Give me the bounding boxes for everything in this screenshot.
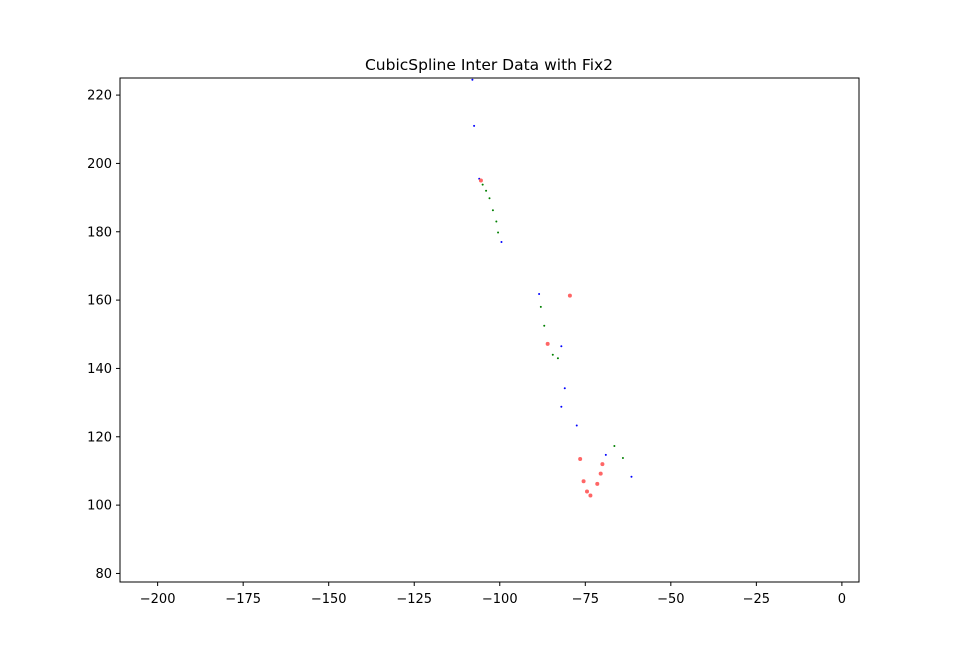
data-point (588, 493, 593, 498)
data-point (630, 475, 633, 478)
x-tick-label: −25 (743, 592, 770, 607)
data-point (551, 353, 554, 356)
data-point (585, 489, 590, 494)
y-tick-label: 100 (87, 499, 112, 514)
x-tick-label: −200 (140, 592, 176, 607)
chart-title: CubicSpline Inter Data with Fix2 (365, 56, 613, 74)
data-point (556, 357, 559, 360)
data-point (560, 345, 563, 348)
data-point (500, 241, 503, 244)
data-point (563, 387, 566, 390)
x-tick-label: −150 (311, 592, 347, 607)
x-tick-label: −175 (225, 592, 261, 607)
data-point (491, 209, 494, 212)
data-point (495, 220, 498, 223)
data-point (473, 124, 476, 127)
x-tick-label: −75 (572, 592, 599, 607)
x-tick-label: −50 (657, 592, 684, 607)
data-point (598, 471, 603, 476)
plot-frame (119, 77, 860, 583)
y-tick-label: 120 (87, 430, 112, 445)
data-point (485, 189, 488, 192)
data-point (567, 293, 572, 298)
data-point (545, 341, 550, 346)
y-tick-label: 160 (87, 294, 112, 309)
data-point (575, 424, 578, 427)
y-tick-label: 180 (87, 225, 112, 240)
data-point (488, 197, 491, 200)
data-point (481, 183, 484, 186)
data-point (578, 456, 583, 461)
data-point (621, 456, 624, 459)
data-points (471, 78, 633, 498)
data-point (595, 481, 600, 486)
data-point (613, 445, 616, 448)
data-point (600, 462, 605, 467)
data-point (560, 405, 563, 408)
data-point (581, 479, 586, 484)
y-tick-label: 140 (87, 362, 112, 377)
data-point (604, 453, 607, 456)
y-tick-label: 220 (87, 89, 112, 104)
data-point (543, 324, 546, 327)
data-point (471, 78, 474, 81)
data-point (539, 305, 542, 308)
y-tick-label: 200 (87, 157, 112, 172)
y-tick-label: 80 (95, 567, 112, 582)
y-axis: 80 100 120 140 160 180 200 220 (87, 89, 120, 582)
data-point (497, 231, 500, 234)
x-tick-label: −100 (482, 592, 518, 607)
x-tick-label: −125 (396, 592, 432, 607)
x-tick-label: 0 (838, 592, 846, 607)
x-axis: −200 −175 −150 −125 −100 −75 −50 −25 0 (140, 582, 846, 607)
data-point (478, 178, 483, 183)
data-point (538, 292, 541, 295)
